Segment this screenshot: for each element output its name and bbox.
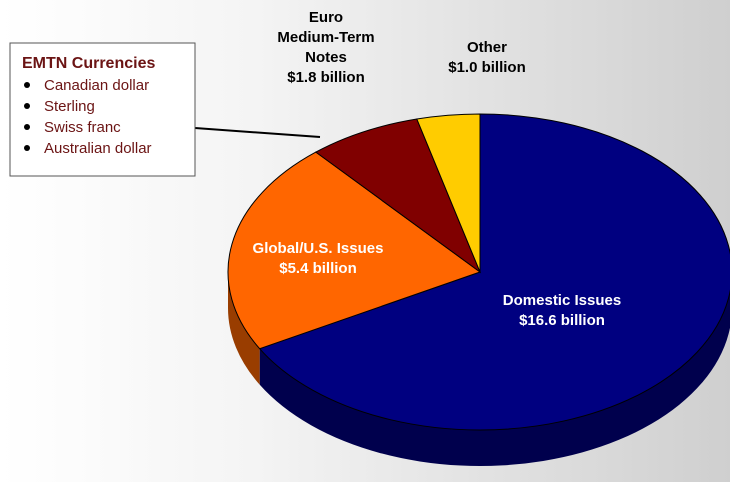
slice-label: Domestic Issues <box>503 292 621 309</box>
value-label: $16.6 billion <box>519 312 605 329</box>
slice <box>258 113 730 431</box>
slice <box>314 118 482 274</box>
leader-line <box>194 127 321 138</box>
bullet <box>24 145 30 151</box>
bullet <box>24 82 30 88</box>
slice-label: Other <box>467 39 507 56</box>
bullet <box>24 103 30 109</box>
slice-label: Global/U.S. Issues <box>253 240 384 257</box>
annotation-items: Canadian dollar Sterling Swiss franc Austra… <box>24 77 152 157</box>
value-label: $5.4 billion <box>279 260 357 277</box>
annotation-item: Swiss franc <box>44 119 121 136</box>
bullet <box>24 124 30 130</box>
annotation-item: Australian dollar <box>44 140 152 157</box>
annotation-item: Canadian dollar <box>44 77 149 94</box>
annotation-item: Sterling <box>44 98 95 115</box>
pie: Domestic Issues $16.6 billion Global/U.S. … <box>227 9 730 466</box>
value-label: $1.0 billion <box>448 59 526 76</box>
slice <box>416 113 481 273</box>
annotation-box <box>9 42 196 177</box>
slice-side <box>228 272 260 385</box>
value-label: $1.8 billion <box>287 69 365 86</box>
slice <box>227 151 482 350</box>
annotation-title: EMTN Currencies <box>22 55 155 72</box>
slice-label: Euro Medium-Term Notes <box>277 9 374 66</box>
slice-side <box>259 291 730 466</box>
